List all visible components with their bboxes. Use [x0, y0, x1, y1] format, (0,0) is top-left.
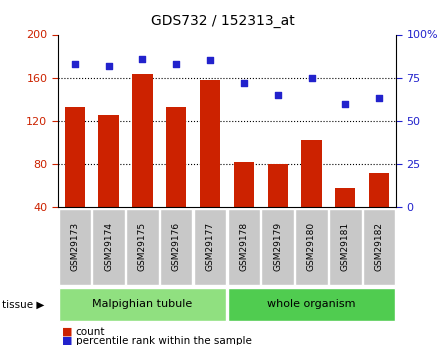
Text: GSM29180: GSM29180 — [307, 222, 316, 271]
Text: GSM29182: GSM29182 — [375, 222, 384, 271]
Text: GSM29179: GSM29179 — [273, 222, 282, 271]
Bar — [98, 115, 119, 207]
Text: Malpighian tubule: Malpighian tubule — [92, 299, 193, 309]
Bar — [65, 107, 85, 207]
Text: GSM29177: GSM29177 — [206, 222, 214, 271]
Text: GSM29174: GSM29174 — [104, 222, 113, 271]
Text: GSM29173: GSM29173 — [70, 222, 79, 271]
FancyBboxPatch shape — [329, 209, 361, 285]
Point — [376, 96, 383, 101]
FancyBboxPatch shape — [228, 209, 260, 285]
FancyBboxPatch shape — [59, 288, 226, 321]
Point — [274, 92, 281, 98]
Bar — [335, 188, 356, 207]
FancyBboxPatch shape — [59, 209, 91, 285]
Point — [308, 75, 315, 80]
FancyBboxPatch shape — [363, 209, 395, 285]
Point — [139, 56, 146, 61]
Text: tissue ▶: tissue ▶ — [2, 299, 44, 309]
Bar — [132, 75, 153, 207]
Text: GSM29181: GSM29181 — [341, 222, 350, 271]
Text: GDS732 / 152313_at: GDS732 / 152313_at — [150, 14, 295, 28]
Point — [206, 58, 214, 63]
FancyBboxPatch shape — [194, 209, 226, 285]
FancyBboxPatch shape — [126, 209, 158, 285]
FancyBboxPatch shape — [93, 209, 125, 285]
Text: GSM29176: GSM29176 — [172, 222, 181, 271]
Text: GSM29178: GSM29178 — [239, 222, 248, 271]
Text: percentile rank within the sample: percentile rank within the sample — [76, 336, 251, 345]
Point — [173, 61, 180, 67]
FancyBboxPatch shape — [160, 209, 192, 285]
Bar — [234, 162, 254, 207]
Text: GSM29175: GSM29175 — [138, 222, 147, 271]
Point — [105, 63, 112, 68]
Text: ■: ■ — [62, 336, 73, 345]
FancyBboxPatch shape — [295, 209, 328, 285]
Bar — [267, 164, 288, 207]
Bar — [200, 80, 220, 207]
Point — [342, 101, 349, 106]
Point — [240, 80, 247, 86]
Point — [71, 61, 78, 67]
Bar — [166, 107, 186, 207]
Text: whole organism: whole organism — [267, 299, 356, 309]
Text: ■: ■ — [62, 327, 73, 337]
Bar — [301, 140, 322, 207]
Bar — [369, 172, 389, 207]
FancyBboxPatch shape — [228, 288, 395, 321]
FancyBboxPatch shape — [262, 209, 294, 285]
Text: count: count — [76, 327, 105, 337]
